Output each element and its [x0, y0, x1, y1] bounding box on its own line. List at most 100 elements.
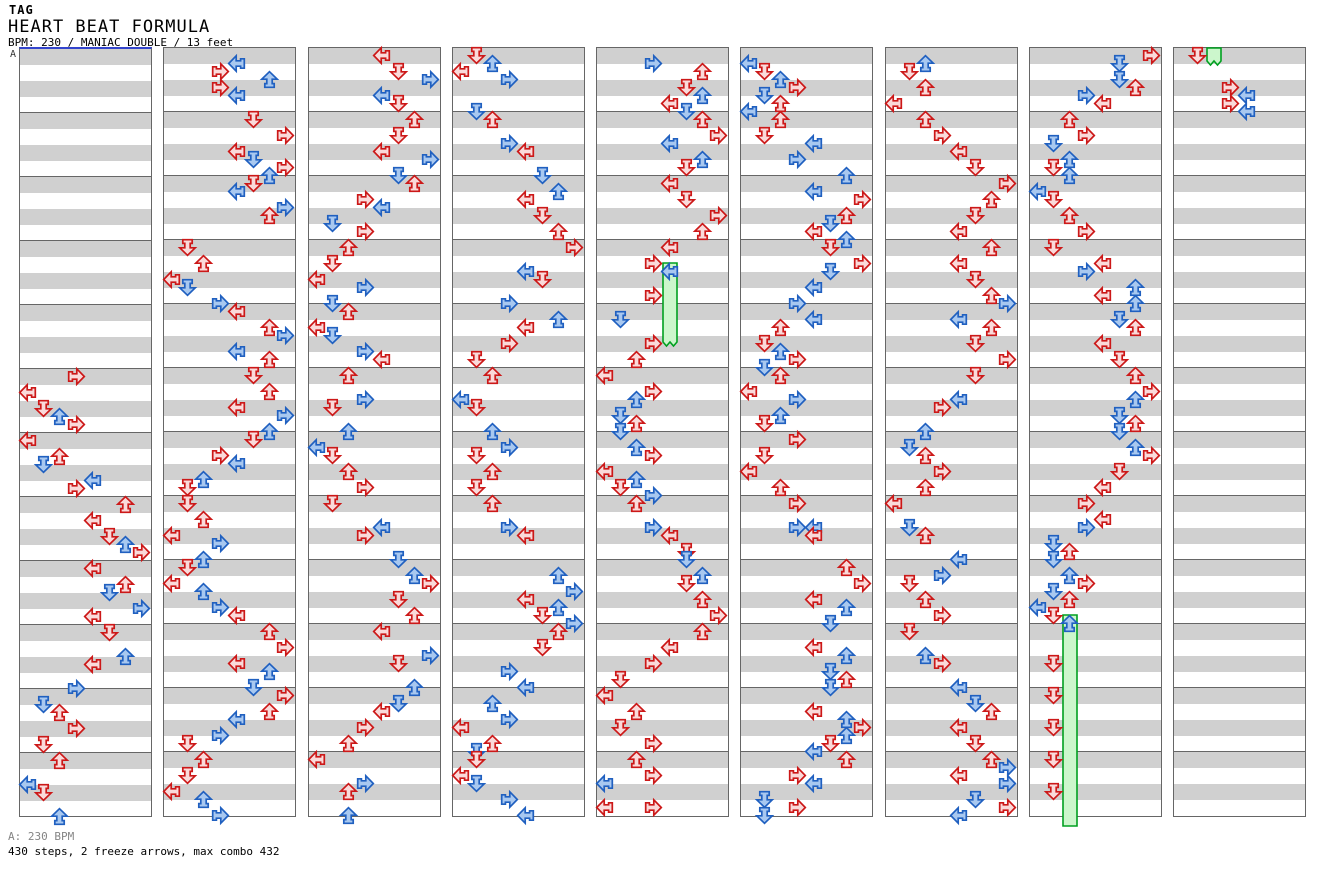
note-arrow-up-red: [692, 590, 713, 608]
note-arrow-left-red: [660, 637, 679, 657]
note-arrow-up-red: [1060, 542, 1080, 560]
note-arrow-up-blue: [692, 150, 713, 168]
note-arrow-up-blue: [836, 646, 857, 664]
note-arrow-up-red: [916, 590, 936, 608]
note-arrow-right-red: [356, 189, 375, 209]
note-arrow-down-blue: [532, 166, 552, 184]
note-arrow-up-red: [50, 447, 70, 465]
measure-line: [741, 687, 872, 688]
measure-strip-5: [595, 47, 729, 817]
note-arrow-down-blue: [820, 678, 840, 696]
note-arrow-up-blue: [548, 182, 569, 200]
measure-line: [1030, 687, 1161, 688]
note-arrow-right-red: [1077, 221, 1096, 241]
note-arrow-down-red: [676, 190, 696, 208]
note-arrow-down-red: [1187, 46, 1208, 64]
note-arrow-right-red: [356, 525, 375, 545]
note-arrow-up-blue: [692, 86, 713, 104]
note-arrow-left-blue: [804, 133, 823, 153]
note-arrow-down-blue: [243, 150, 263, 168]
note-arrow-left-red: [18, 382, 36, 402]
measure-line: [1030, 495, 1161, 496]
note-arrow-right-blue: [277, 197, 295, 217]
note-arrow-up-blue: [916, 54, 936, 72]
note-arrow-left-blue: [739, 101, 757, 121]
measure-line: [886, 623, 1017, 624]
note-arrow-down-blue: [820, 614, 840, 632]
measure-line: [1030, 751, 1161, 752]
measure-line: [164, 623, 295, 624]
note-arrow-down-red: [1043, 190, 1064, 208]
measure-line: [1030, 367, 1161, 368]
note-arrow-right-red: [1077, 493, 1096, 513]
note-arrow-up-blue: [404, 678, 425, 696]
note-arrow-right-blue: [933, 565, 952, 585]
note-arrow-down-red: [99, 527, 119, 545]
note-arrow-up-blue: [627, 470, 647, 488]
note-arrow-down-blue: [1043, 534, 1064, 552]
note-arrow-down-blue: [820, 662, 840, 680]
note-arrow-right-red: [566, 237, 584, 257]
note-arrow-up-red: [692, 62, 713, 80]
note-arrow-left-blue: [372, 517, 391, 537]
note-arrow-right-red: [644, 733, 663, 753]
note-arrow-up-red: [771, 478, 791, 496]
note-arrow-down-red: [1109, 350, 1129, 368]
measure-line: [597, 687, 728, 688]
note-arrow-up-red: [627, 702, 647, 720]
note-arrow-down-blue: [33, 455, 54, 473]
note-arrow-down-red: [965, 734, 985, 752]
note-arrow-up-red: [836, 206, 857, 224]
note-arrow-up-red: [771, 110, 791, 128]
measure-line: [597, 623, 728, 624]
note-arrow-down-red: [388, 62, 408, 80]
measure-line: [164, 687, 295, 688]
note-arrow-right-red: [356, 717, 375, 737]
note-arrow-right-blue: [67, 678, 86, 698]
note-arrow-up-red: [115, 575, 136, 593]
note-arrow-up-red: [483, 494, 503, 512]
note-arrow-left-red: [1093, 285, 1112, 305]
note-arrow-right-blue: [788, 149, 807, 169]
note-arrow-up-blue: [483, 54, 503, 72]
note-arrow-up-blue: [194, 582, 214, 600]
note-arrow-right-red: [277, 125, 295, 145]
note-arrow-up-red: [981, 286, 1002, 304]
note-arrow-up-red: [771, 94, 791, 112]
note-arrow-left-blue: [1028, 597, 1046, 617]
note-arrow-up-red: [916, 446, 936, 464]
measure-strip-9: [1173, 46, 1306, 817]
note-arrow-down-red: [466, 350, 487, 368]
measure-line: [20, 368, 151, 369]
note-arrow-up-blue: [1060, 150, 1080, 168]
note-arrow-up-blue: [548, 566, 569, 584]
note-arrow-up-red: [836, 670, 857, 688]
measure-line: [453, 367, 584, 368]
note-arrow-up-red: [627, 494, 647, 512]
note-arrow-right-red: [788, 797, 807, 817]
note-arrow-right-red: [356, 221, 375, 241]
note-arrow-right-blue: [1077, 85, 1096, 105]
note-arrow-right-blue: [211, 533, 230, 553]
note-arrow-up-red: [627, 750, 647, 768]
note-arrow-left-red: [307, 749, 325, 769]
note-arrow-down-red: [965, 158, 985, 176]
note-arrow-up-blue: [916, 646, 936, 664]
note-arrow-down-red: [610, 718, 631, 736]
note-arrow-left-red: [516, 525, 535, 545]
measure-line: [886, 751, 1017, 752]
note-arrow-down-blue: [466, 774, 487, 792]
note-arrow-up-red: [1060, 206, 1080, 224]
note-arrow-right-red: [710, 125, 728, 145]
note-arrow-left-blue: [516, 677, 535, 697]
measure-line: [453, 751, 584, 752]
note-arrow-left-red: [307, 317, 325, 337]
measure-line: [164, 495, 295, 496]
note-arrow-right-red: [67, 414, 86, 434]
note-arrow-up-red: [259, 382, 280, 400]
note-arrow-down-red: [1043, 782, 1064, 800]
note-arrow-down-red: [243, 366, 263, 384]
note-arrow-up-red: [836, 750, 857, 768]
note-arrow-right-blue: [999, 293, 1017, 313]
note-arrow-right-blue: [500, 709, 519, 729]
